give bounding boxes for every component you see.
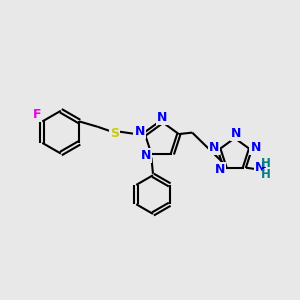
Text: N: N bbox=[214, 163, 225, 176]
Text: N: N bbox=[157, 111, 167, 124]
Text: H: H bbox=[261, 168, 271, 181]
Text: -: - bbox=[261, 161, 266, 174]
Text: N: N bbox=[208, 140, 219, 154]
Text: F: F bbox=[33, 108, 41, 122]
Text: N: N bbox=[255, 161, 265, 174]
Text: S: S bbox=[110, 128, 119, 140]
Text: N: N bbox=[141, 149, 151, 162]
Text: H: H bbox=[261, 157, 271, 170]
Text: N: N bbox=[231, 127, 242, 140]
Text: N: N bbox=[250, 140, 261, 154]
Text: N: N bbox=[134, 125, 145, 138]
